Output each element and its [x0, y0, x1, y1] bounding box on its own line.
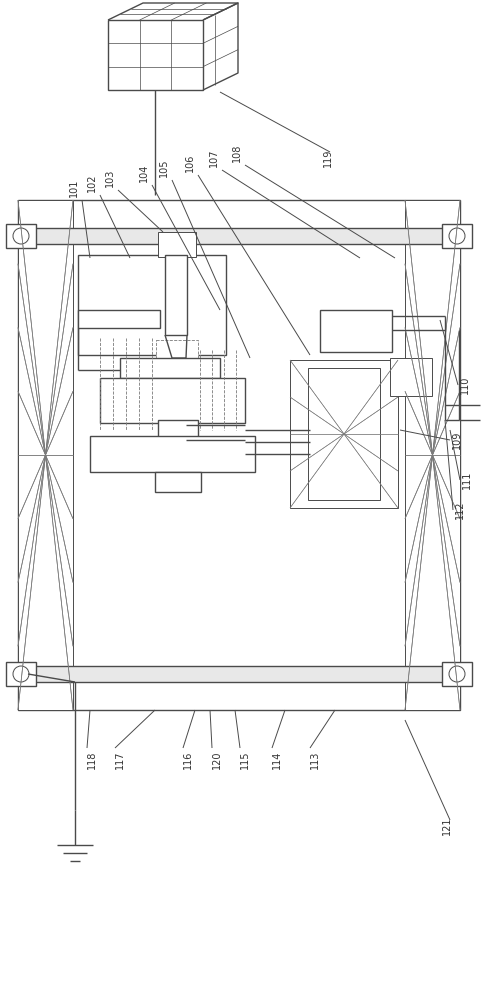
Bar: [78, 255, 226, 355]
Bar: [390, 358, 432, 396]
Bar: [442, 224, 472, 248]
Text: 111: 111: [462, 471, 472, 489]
Text: 119: 119: [323, 149, 333, 167]
Bar: [28, 666, 450, 682]
Bar: [158, 420, 198, 438]
Text: 121: 121: [442, 817, 452, 835]
Text: 109: 109: [452, 431, 462, 449]
Bar: [28, 228, 450, 244]
Bar: [155, 472, 201, 492]
Text: 102: 102: [87, 174, 97, 192]
Text: 105: 105: [159, 159, 169, 177]
Bar: [18, 200, 73, 710]
Text: 104: 104: [139, 164, 149, 182]
Circle shape: [449, 228, 465, 244]
Text: 101: 101: [69, 179, 79, 197]
Text: 114: 114: [272, 751, 282, 769]
Bar: [290, 360, 398, 508]
Bar: [165, 255, 187, 335]
Bar: [442, 662, 472, 686]
Bar: [108, 20, 203, 90]
Bar: [18, 200, 460, 710]
Text: 117: 117: [115, 751, 125, 769]
Bar: [90, 436, 255, 472]
Circle shape: [449, 666, 465, 682]
Text: 103: 103: [105, 169, 115, 187]
Bar: [78, 310, 160, 328]
Bar: [120, 358, 220, 378]
Text: 107: 107: [209, 149, 219, 167]
Text: 108: 108: [232, 144, 242, 162]
Text: 112: 112: [455, 501, 465, 519]
Bar: [308, 368, 380, 500]
Text: 120: 120: [212, 751, 222, 769]
Bar: [156, 340, 198, 420]
Bar: [6, 224, 36, 248]
Circle shape: [13, 666, 29, 682]
Bar: [158, 232, 196, 257]
Text: 110: 110: [460, 376, 470, 394]
Text: 106: 106: [185, 154, 195, 172]
Bar: [100, 378, 245, 423]
Text: 116: 116: [183, 751, 193, 769]
Bar: [6, 662, 36, 686]
Text: 115: 115: [240, 751, 250, 769]
Circle shape: [13, 228, 29, 244]
Bar: [405, 200, 460, 710]
Text: 118: 118: [87, 751, 97, 769]
Bar: [320, 310, 392, 352]
Text: 113: 113: [310, 751, 320, 769]
